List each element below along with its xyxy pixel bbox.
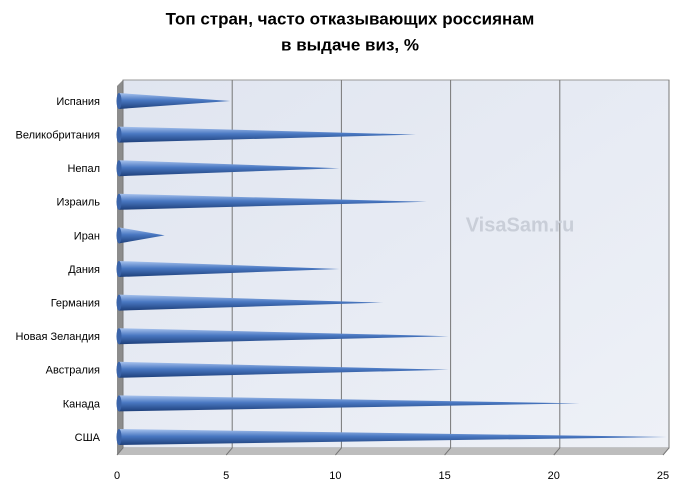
bar-base [116, 294, 122, 311]
x-tick-label: 20 [548, 470, 560, 482]
chart-title: в выдаче виз, % [281, 35, 419, 54]
grid-line [444, 80, 452, 456]
bar-base [116, 193, 122, 210]
y-tick-label: Новая Зеландия [16, 331, 100, 343]
bar-base [116, 429, 122, 445]
y-tick-label: Германия [51, 298, 100, 310]
bar [119, 160, 340, 177]
bar [119, 361, 449, 378]
watermark: VisaSam.ru [466, 214, 575, 236]
x-tick-label: 10 [329, 470, 341, 482]
bar [119, 261, 340, 277]
bar-base [116, 328, 122, 345]
y-tick-label: Канада [63, 398, 101, 410]
x-tick-label: 15 [438, 470, 450, 482]
y-tick-label: Австралия [46, 365, 100, 377]
bar-base [116, 227, 122, 244]
bar-base [116, 160, 122, 177]
y-tick-label: Испания [56, 96, 100, 108]
y-tick-label: Израиль [57, 197, 101, 209]
plot-floor [117, 448, 669, 455]
bar [119, 193, 427, 210]
x-tick-label: 25 [657, 470, 669, 482]
bar [119, 395, 580, 412]
bar [119, 294, 384, 311]
bar [119, 126, 416, 143]
bar [119, 93, 231, 109]
y-tick-label: Иран [74, 230, 100, 242]
y-tick-label: Непал [67, 163, 100, 175]
y-tick-label: США [75, 432, 101, 444]
grid-line [553, 80, 561, 456]
bar-base [116, 361, 122, 378]
plot-back-wall [122, 79, 670, 449]
y-tick-label: Великобритания [16, 130, 101, 142]
bar-base [116, 126, 122, 143]
x-tick-label: 0 [114, 470, 120, 482]
bar [119, 429, 667, 445]
bar-base [116, 93, 122, 109]
grid-line [662, 80, 670, 456]
bar-base [116, 261, 122, 277]
bar [119, 227, 165, 244]
y-tick-label: Дания [68, 264, 100, 276]
chart-title: Топ стран, часто отказывающих россиянам [166, 9, 535, 28]
x-tick-label: 5 [223, 470, 229, 482]
bar [119, 328, 449, 345]
bar-base [116, 395, 122, 412]
